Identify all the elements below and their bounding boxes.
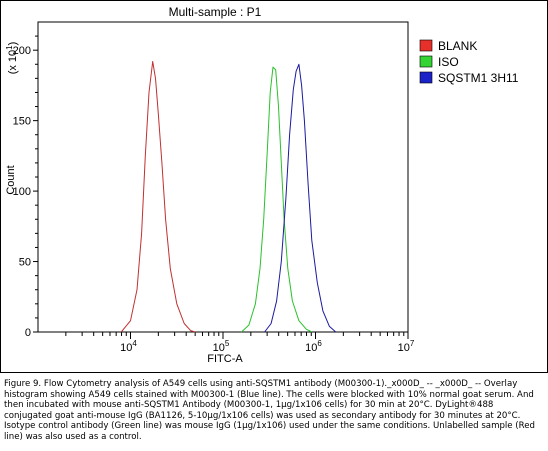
x-tick-label: 106 (305, 339, 322, 354)
y-tick-label: 200 (13, 45, 31, 57)
chart-title: Multi-sample : P1 (169, 5, 262, 19)
legend-swatch (419, 55, 433, 68)
y-scale-label-exp: 1 (5, 45, 14, 50)
y-axis-label: Count (5, 165, 17, 194)
legend-label: BLANK (438, 39, 477, 53)
x-tick-exp: 6 (317, 339, 322, 348)
svg-text:(x 101): (x 101) (5, 42, 19, 75)
x-axis-label: FITC-A (207, 353, 243, 365)
legend-swatch (419, 71, 433, 84)
x-tick-label: 107 (398, 339, 415, 354)
x-tick-label: 105 (213, 339, 230, 354)
legend-swatch (419, 39, 433, 52)
figure-caption: Figure 9. Flow Cytometry analysis of A54… (4, 379, 535, 442)
y-scale-label-text: (x 10 (7, 50, 19, 74)
x-tick-base: 10 (398, 342, 410, 354)
y-tick-label: 100 (13, 186, 31, 198)
plot-area (37, 21, 409, 333)
histogram-series (120, 61, 337, 333)
y-tick-label: 0 (25, 327, 31, 339)
x-tick-base: 10 (305, 342, 317, 354)
x-tick-exp: 4 (132, 339, 137, 348)
x-tick-exp: 7 (410, 339, 415, 348)
flow-cytometry-histogram: Multi-sample : P1 (x 101) Count 05010015… (5, 5, 519, 365)
y-scale-label: (x 101) (5, 42, 19, 75)
x-axis-ticks: 104 105 106 107 (65, 332, 415, 354)
series-line-iso (241, 66, 313, 333)
y-axis-ticks: 0 50 100 150 200 (13, 35, 38, 339)
series-line-sqstm1-3h11 (264, 63, 337, 333)
x-tick-base: 10 (120, 342, 132, 354)
y-tick-label: 50 (19, 257, 31, 269)
x-tick-base: 10 (213, 342, 225, 354)
y-scale-label-close: ) (7, 42, 19, 46)
legend-label: SQSTM1 3H11 (438, 71, 519, 85)
x-tick-exp: 5 (225, 339, 230, 348)
x-tick-label: 104 (120, 339, 137, 354)
series-line-blank (120, 61, 196, 333)
legend-label: ISO (438, 55, 459, 69)
legend: BLANK ISO SQSTM1 3H11 (419, 39, 519, 85)
y-tick-label: 150 (13, 116, 31, 128)
